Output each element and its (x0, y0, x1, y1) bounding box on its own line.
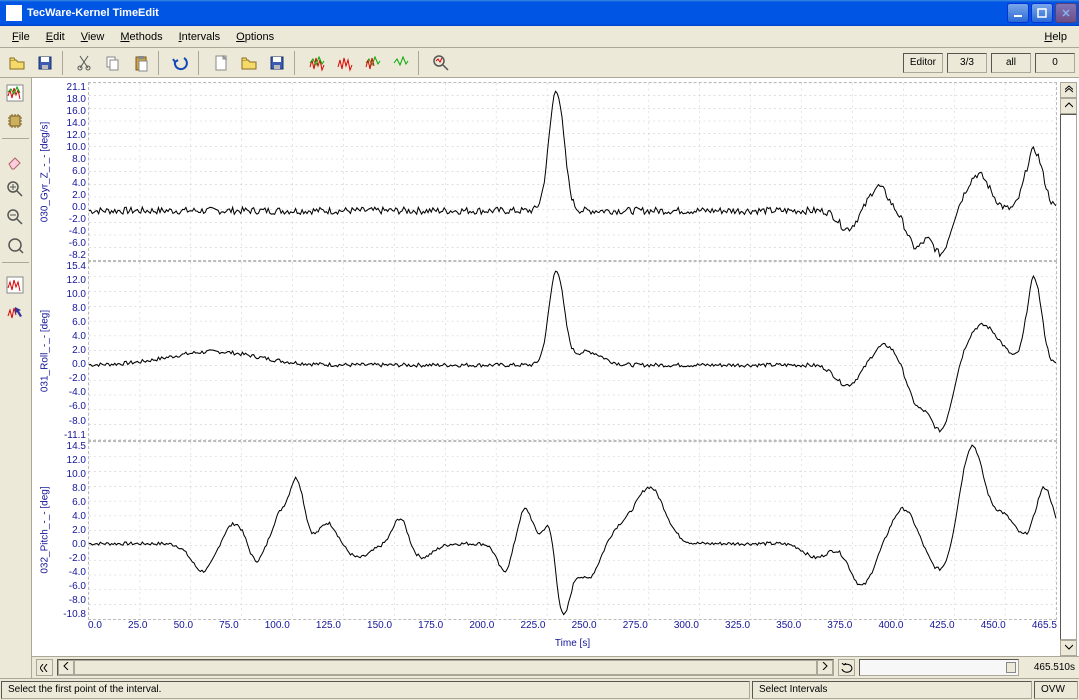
hscroll-left-icon[interactable] (58, 660, 74, 675)
vscroll-up-icon[interactable] (1060, 98, 1077, 114)
hscroll-collapse-icon[interactable] (36, 659, 53, 676)
panel-all[interactable]: all (991, 53, 1031, 73)
cut-icon[interactable] (72, 51, 98, 75)
zoom-out-icon[interactable] (2, 204, 28, 230)
open-icon[interactable] (4, 51, 30, 75)
chart-row-2: 032_Pitch_-_- [deg]14.512.010.08.06.04.0… (36, 441, 1057, 620)
titlebar: TecWare-Kernel TimeEdit (0, 0, 1079, 26)
menu-methods[interactable]: Methods (112, 29, 170, 45)
menu-intervals[interactable]: Intervals (171, 29, 229, 45)
zoom-in-icon[interactable] (2, 176, 28, 202)
chart-ylabel: 031_Roll_-_- [deg] (40, 310, 51, 392)
minimize-button[interactable] (1007, 3, 1029, 23)
maximize-button[interactable] (1031, 3, 1053, 23)
status-hint: Select the first point of the interval. (1, 681, 750, 699)
save-signal-icon[interactable] (264, 51, 290, 75)
vertical-scrollbar[interactable] (1060, 82, 1077, 656)
x-axis-ticks: 0.025.050.075.0100.0125.0150.0175.0200.0… (36, 620, 1057, 638)
panel-counter[interactable]: 3/3 (947, 53, 987, 73)
app-icon (6, 5, 22, 21)
new-page-icon[interactable] (208, 51, 234, 75)
x-axis-label: Time [s] (36, 638, 1057, 652)
charts-container: 030_Gyr_Z_-_- [deg/s]21.118.016.014.012.… (32, 78, 1079, 656)
time-value-label: 465.510s (1023, 662, 1075, 673)
save-icon[interactable] (32, 51, 58, 75)
undo-zoom-icon[interactable] (838, 659, 855, 676)
signal1-icon[interactable] (304, 51, 330, 75)
menubar: File Edit View Methods Intervals Options… (0, 26, 1079, 48)
sidebar (0, 78, 32, 678)
menu-edit[interactable]: Edit (38, 29, 73, 45)
chart-row-1: 031_Roll_-_- [deg]15.412.010.08.06.04.02… (36, 261, 1057, 440)
chart-plot[interactable] (88, 261, 1057, 440)
hscroll-track[interactable] (74, 660, 817, 675)
main-area: 030_Gyr_Z_-_- [deg/s]21.118.016.014.012.… (0, 78, 1079, 678)
chip-icon[interactable] (2, 108, 28, 134)
chart-ylabel: 032_Pitch_-_- [deg] (40, 487, 51, 574)
slider-thumb[interactable] (1006, 662, 1016, 673)
menu-options[interactable]: Options (228, 29, 282, 45)
chart-pane: 030_Gyr_Z_-_- [deg/s]21.118.016.014.012.… (32, 78, 1079, 678)
statusbar: Select the first point of the interval. … (0, 678, 1079, 700)
close-button[interactable] (1055, 3, 1077, 23)
hscroll-right-icon[interactable] (817, 660, 833, 675)
eraser-icon[interactable] (2, 148, 28, 174)
status-mode: Select Intervals (752, 681, 1032, 699)
undo-icon[interactable] (168, 51, 194, 75)
copy-icon[interactable] (100, 51, 126, 75)
menu-view[interactable]: View (73, 29, 113, 45)
zoom-row: 465.510s (32, 656, 1079, 678)
toolbar: Editor 3/3 all 0 (0, 48, 1079, 78)
open-signal-icon[interactable] (236, 51, 262, 75)
hscroll-thumb[interactable] (74, 660, 817, 675)
menu-help[interactable]: Help (1036, 29, 1075, 45)
vscroll-expand-icon[interactable] (1060, 82, 1077, 98)
vscroll-down-icon[interactable] (1060, 640, 1077, 656)
paste-icon[interactable] (128, 51, 154, 75)
signal3-icon[interactable] (360, 51, 386, 75)
vscroll-track[interactable] (1060, 114, 1077, 640)
waveform-color-icon[interactable] (2, 80, 28, 106)
chart-yticks: 14.512.010.08.06.04.02.00.0-2.0-4.0-6.0-… (54, 441, 88, 620)
chart-plot[interactable] (88, 441, 1057, 620)
signal4-icon[interactable] (388, 51, 414, 75)
horizontal-scrollbar[interactable] (57, 659, 834, 676)
chart-row-0: 030_Gyr_Z_-_- [deg/s]21.118.016.014.012.… (36, 82, 1057, 261)
chart-yticks: 21.118.016.014.012.010.08.06.04.02.00.0-… (54, 82, 88, 261)
panel-editor[interactable]: Editor (903, 53, 943, 73)
menu-file[interactable]: File (4, 29, 38, 45)
status-ovw: OVW (1034, 681, 1078, 699)
find-signal-icon[interactable] (428, 51, 454, 75)
signal2-icon[interactable] (332, 51, 358, 75)
chart-yticks: 15.412.010.08.06.04.02.00.0-2.0-4.0-6.0-… (54, 261, 88, 440)
waveform-box-icon[interactable] (2, 272, 28, 298)
zoom-fit-icon[interactable] (2, 232, 28, 258)
window-title: TecWare-Kernel TimeEdit (27, 7, 1007, 19)
chart-ylabel: 030_Gyr_Z_-_- [deg/s] (40, 121, 51, 222)
time-slider[interactable] (859, 659, 1019, 676)
chart-plot[interactable] (88, 82, 1057, 261)
arrow-chart-icon[interactable] (2, 300, 28, 326)
panel-zero[interactable]: 0 (1035, 53, 1075, 73)
